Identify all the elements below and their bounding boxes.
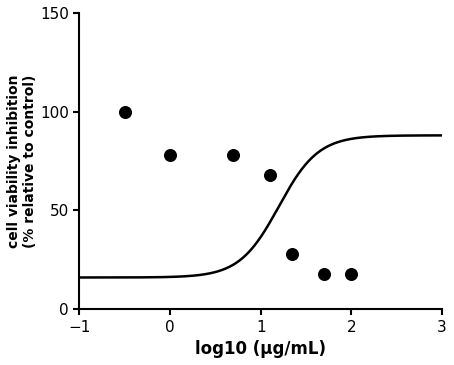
X-axis label: log10 (μg/mL): log10 (μg/mL) xyxy=(195,340,326,358)
Point xyxy=(321,270,328,276)
Y-axis label: cell viability inhibition
(% relative to control): cell viability inhibition (% relative to… xyxy=(7,74,37,248)
Point xyxy=(348,270,355,276)
Point xyxy=(166,152,173,158)
Point xyxy=(230,152,237,158)
Point xyxy=(266,172,273,178)
Point xyxy=(121,109,128,115)
Point xyxy=(289,251,296,257)
